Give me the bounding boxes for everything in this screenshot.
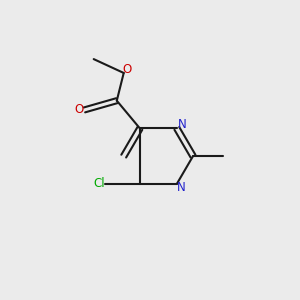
Text: N: N (178, 118, 187, 131)
Text: O: O (123, 63, 132, 76)
Text: N: N (177, 182, 186, 194)
Text: Cl: Cl (94, 177, 105, 190)
Text: O: O (74, 103, 83, 116)
